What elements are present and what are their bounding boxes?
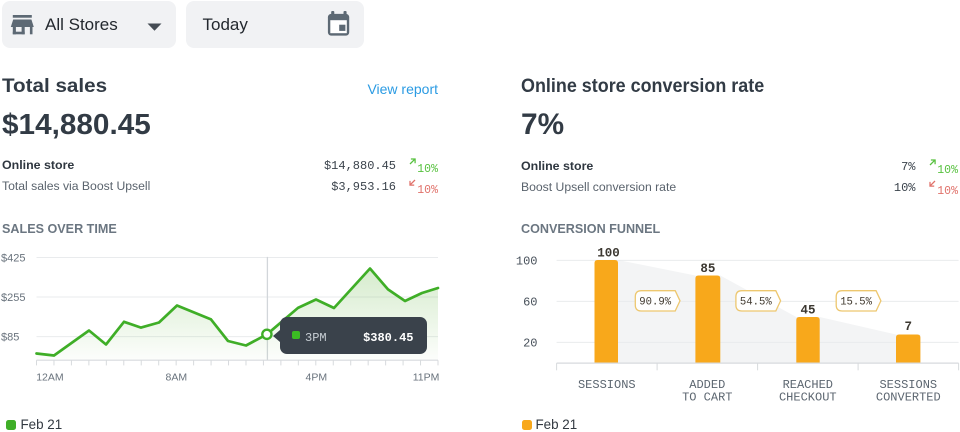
svg-text:SESSIONS: SESSIONS <box>879 378 937 392</box>
svg-text:$85: $85 <box>1 332 19 344</box>
svg-text:ADDED: ADDED <box>689 378 725 392</box>
svg-text:SESSIONS: SESSIONS <box>578 378 636 392</box>
svg-text:20: 20 <box>523 337 537 351</box>
svg-text:$255: $255 <box>1 292 25 304</box>
svg-text:4PM: 4PM <box>306 372 328 384</box>
svg-text:$425: $425 <box>1 252 25 264</box>
svg-text:REACHED: REACHED <box>783 378 833 392</box>
svg-text:100: 100 <box>516 255 538 269</box>
svg-text:11PM: 11PM <box>413 372 440 384</box>
svg-text:CHECKOUT: CHECKOUT <box>779 391 837 405</box>
svg-text:CONVERTED: CONVERTED <box>876 391 941 405</box>
svg-text:8AM: 8AM <box>166 372 188 384</box>
svg-text:7: 7 <box>904 320 912 334</box>
svg-text:12AM: 12AM <box>36 372 63 384</box>
svg-text:90.9%: 90.9% <box>639 297 671 309</box>
svg-text:85: 85 <box>700 262 715 276</box>
svg-text:60: 60 <box>523 296 537 310</box>
svg-text:15.5%: 15.5% <box>840 297 872 309</box>
svg-text:100: 100 <box>597 247 620 261</box>
svg-text:TO CART: TO CART <box>682 391 732 405</box>
svg-text:54.5%: 54.5% <box>740 297 772 309</box>
svg-text:45: 45 <box>800 303 815 317</box>
